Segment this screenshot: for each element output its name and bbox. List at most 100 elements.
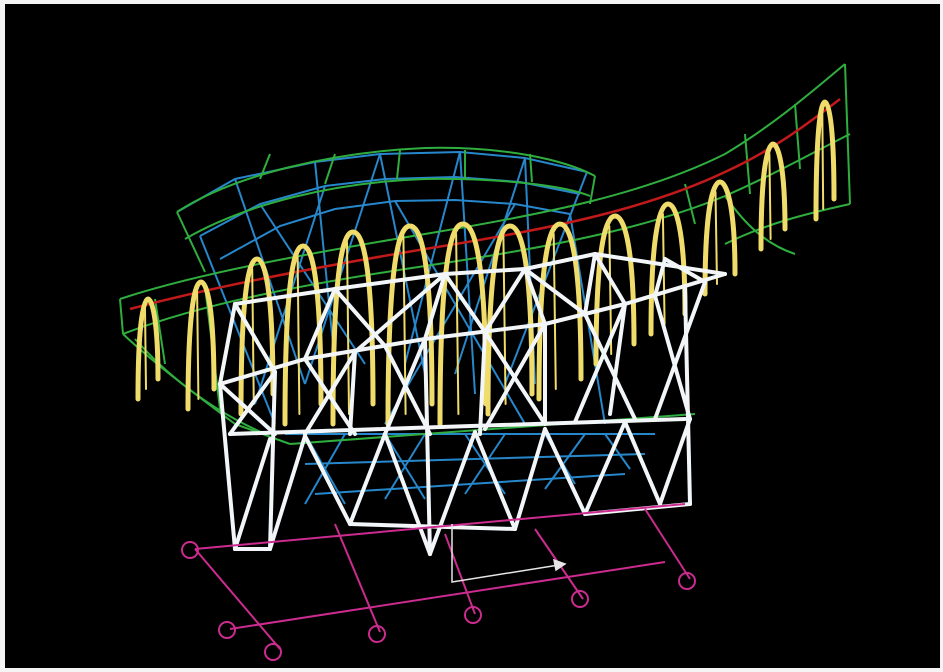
cable-a	[234, 178, 306, 385]
foundation-grid-layer	[181, 503, 696, 661]
envelope-rear-mid	[184, 177, 591, 240]
truss-rear-link-1	[303, 287, 337, 361]
truss-v-11	[623, 420, 662, 506]
envelope-ridge-top	[119, 63, 846, 300]
deck-line-b	[304, 453, 646, 465]
envelope-right-end	[844, 63, 851, 205]
arched-rib-inner-1	[144, 308, 147, 390]
arched-rib-11	[648, 201, 688, 337]
arched-rib-9	[536, 221, 584, 402]
truss-post-5	[478, 330, 487, 436]
arched-rib-12	[702, 179, 738, 297]
truss-diag-6	[383, 337, 427, 436]
grid-bubble-icon	[181, 541, 199, 559]
truss-post-7	[608, 302, 627, 416]
grid-line-2	[334, 523, 381, 633]
deck-diag-i	[544, 433, 586, 490]
truss-v-9	[543, 427, 587, 516]
truss-rear-link-0	[218, 302, 237, 386]
truss-top-chord-6	[593, 252, 727, 276]
truss-rear-link-3	[523, 267, 547, 326]
grid-line-b	[229, 561, 666, 630]
truss-diag-9	[583, 312, 637, 421]
truss-diag-11	[653, 294, 692, 421]
arched-rib-5	[330, 229, 376, 427]
truss-rear-x-6	[523, 267, 587, 316]
deck-diag-h	[464, 433, 506, 495]
truss-rear-1	[233, 287, 337, 306]
truss-diag-10	[573, 302, 627, 424]
envelope-rear-right-edge	[589, 175, 596, 205]
grid-bubble-icon	[678, 572, 696, 590]
truss-top-chord-5	[623, 272, 727, 306]
truss-post-3	[348, 350, 357, 436]
envelope-rear-left-edge	[176, 211, 206, 273]
arched-rib-4	[282, 243, 324, 427]
truss-rear-x-4	[443, 272, 487, 334]
arched-rib-inner-8	[502, 235, 507, 405]
truss-rear-x-1	[353, 272, 447, 354]
deck-diag-e	[604, 433, 631, 470]
envelope-panel-b	[324, 153, 336, 185]
axis-arrowhead	[553, 558, 567, 572]
grid-bubble-icon	[368, 625, 386, 643]
axis-arrow-icon	[451, 524, 567, 583]
envelope-left-end	[119, 298, 124, 335]
arched-rib-inner-14	[821, 111, 825, 210]
truss-rear-x-0	[233, 302, 277, 374]
arched-rib-inner-4	[296, 255, 301, 415]
truss-rear-link-2	[423, 272, 447, 341]
arched-rib-inner-5	[346, 241, 350, 415]
arched-rib-inner-13	[768, 153, 772, 240]
envelope-rib-line-c	[684, 183, 696, 225]
truss-top-chord-7	[523, 252, 597, 271]
truss-diag-12	[653, 280, 707, 421]
arched-rib-7	[437, 221, 489, 427]
grid-line-5	[644, 508, 691, 580]
grid-bubble-icon	[464, 606, 482, 624]
envelope-rear-top	[176, 146, 596, 213]
truss-rear-x-5	[583, 252, 597, 316]
envelope-rib-line-a	[154, 298, 166, 365]
cable-h	[454, 157, 526, 375]
grid-line-3	[444, 533, 476, 615]
truss-rear-2	[333, 272, 447, 291]
arched-rib-8	[485, 223, 535, 417]
grid-bubble-icon	[571, 590, 589, 608]
arched-rib-14	[813, 99, 837, 222]
arched-rib-layer	[135, 99, 837, 427]
envelope-panel-a	[259, 153, 271, 180]
arched-rib-inner-12	[714, 191, 718, 285]
grid-bubble-icon	[264, 643, 282, 661]
truss-post-4	[423, 337, 432, 556]
arched-rib-inner-9	[552, 233, 557, 390]
truss-rear-link-4	[593, 252, 627, 306]
envelope-rib-line-e	[794, 103, 801, 170]
truss-rear-3	[443, 267, 527, 276]
arched-rib-13	[758, 141, 788, 252]
truss-rear-x-2	[333, 287, 387, 348]
main-truss-frame-layer	[218, 252, 727, 556]
truss-rear-x-7	[663, 257, 707, 284]
arched-rib-inner-2	[196, 291, 200, 400]
truss-v-7	[473, 430, 517, 531]
cable-f	[404, 151, 461, 365]
deck-diag-g	[384, 433, 426, 500]
axis-lines	[451, 524, 566, 583]
structural-wireframe-drawing	[5, 4, 940, 668]
truss-post-8	[683, 287, 692, 506]
truss-v-6	[428, 430, 477, 556]
truss-rear-x-8	[653, 257, 667, 298]
cable-k	[199, 235, 276, 425]
cable-d	[304, 153, 381, 385]
arched-rib-10	[593, 213, 637, 367]
envelope-panel-c	[396, 149, 401, 180]
cable-e	[379, 153, 426, 375]
truss-post-1	[218, 382, 237, 551]
grid-bubble-icon	[218, 621, 236, 639]
truss-v-2	[268, 434, 307, 551]
deck-line-c	[314, 473, 626, 495]
truss-diag-8	[483, 322, 547, 431]
truss-diag-4	[303, 350, 357, 436]
